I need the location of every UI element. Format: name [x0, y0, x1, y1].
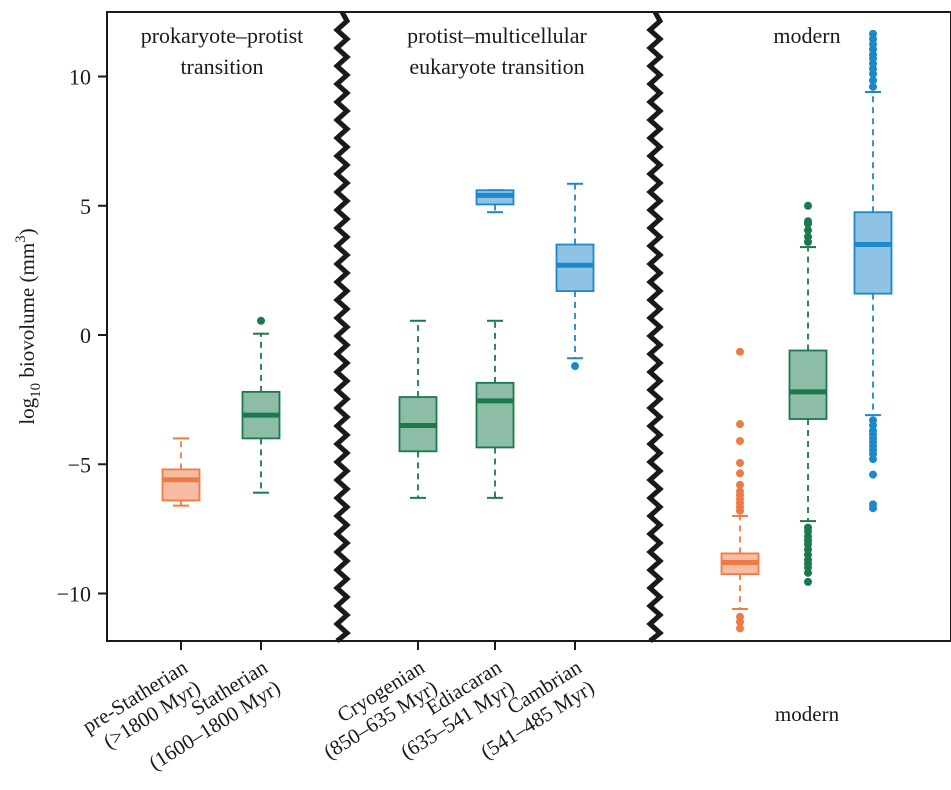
outlier-point: [736, 347, 744, 356]
plot-frame: [106, 11, 951, 642]
panel-title-2: modern: [773, 23, 840, 48]
box-4-multicellular: [475, 189, 515, 214]
y-axis-title-sup: 3: [13, 235, 29, 243]
outlier-point: [804, 232, 812, 241]
outlier-point: [736, 420, 744, 429]
box-iqr: [853, 211, 893, 295]
panel-title-1: protist–multicellular: [407, 23, 587, 48]
outlier-point: [804, 217, 812, 226]
panel-title-0: transition: [180, 54, 263, 79]
panel-title-0: prokaryote–protist: [141, 23, 304, 48]
box-1-protist: [241, 316, 281, 494]
outlier-point: [736, 480, 744, 489]
outlier-point: [869, 82, 877, 91]
ytick-label: −10: [57, 582, 91, 607]
outlier-point: [736, 436, 744, 445]
ytick-label: 0: [80, 323, 91, 348]
box-5-multicellular: [555, 182, 595, 371]
box-iqr: [788, 349, 828, 420]
ytick-label: 5: [80, 194, 91, 219]
outlier-point: [869, 504, 877, 513]
outlier-point: [869, 76, 877, 85]
outlier-point: [804, 577, 812, 586]
box-0-prokaryote: [161, 437, 201, 507]
outlier-point: [736, 458, 744, 467]
y-axis-title-end: ): [15, 228, 39, 235]
box-2-protist: [398, 319, 438, 499]
outlier-point: [736, 469, 744, 478]
y-axis-title-main: log: [15, 397, 39, 424]
box-iqr: [555, 243, 595, 292]
outlier-point: [736, 624, 744, 633]
modern-category-label: modern: [775, 702, 840, 726]
outlier-point: [869, 470, 877, 479]
box-3-protist: [475, 319, 515, 499]
box-6-prokaryote: [720, 347, 760, 633]
outlier-point: [736, 617, 744, 626]
y-axis-title: log10 biovolume (mm3): [13, 228, 44, 424]
panel-divider-2: [646, 10, 664, 643]
panel-divider-1: [333, 10, 351, 643]
ytick-label: −5: [68, 452, 91, 477]
y-axis-title-rest: biovolume (mm: [15, 243, 39, 383]
outlier-point: [736, 506, 744, 515]
box-7-protist: [788, 201, 828, 586]
outlier-point: [257, 316, 265, 325]
outlier-point: [804, 201, 812, 210]
outlier-point: [804, 568, 812, 577]
box-iqr: [161, 468, 201, 502]
y-axis-title-sub: 10: [28, 383, 44, 398]
box-8-multicellular: [853, 29, 893, 513]
plot-marks: [161, 29, 893, 633]
ytick-label: 10: [69, 65, 91, 90]
outlier-point: [869, 29, 877, 38]
outlier-point: [571, 362, 579, 371]
outlier-point: [869, 455, 877, 464]
outlier-point: [804, 226, 812, 235]
box-iqr: [475, 381, 515, 449]
panel-title-1: eukaryote transition: [409, 54, 584, 79]
